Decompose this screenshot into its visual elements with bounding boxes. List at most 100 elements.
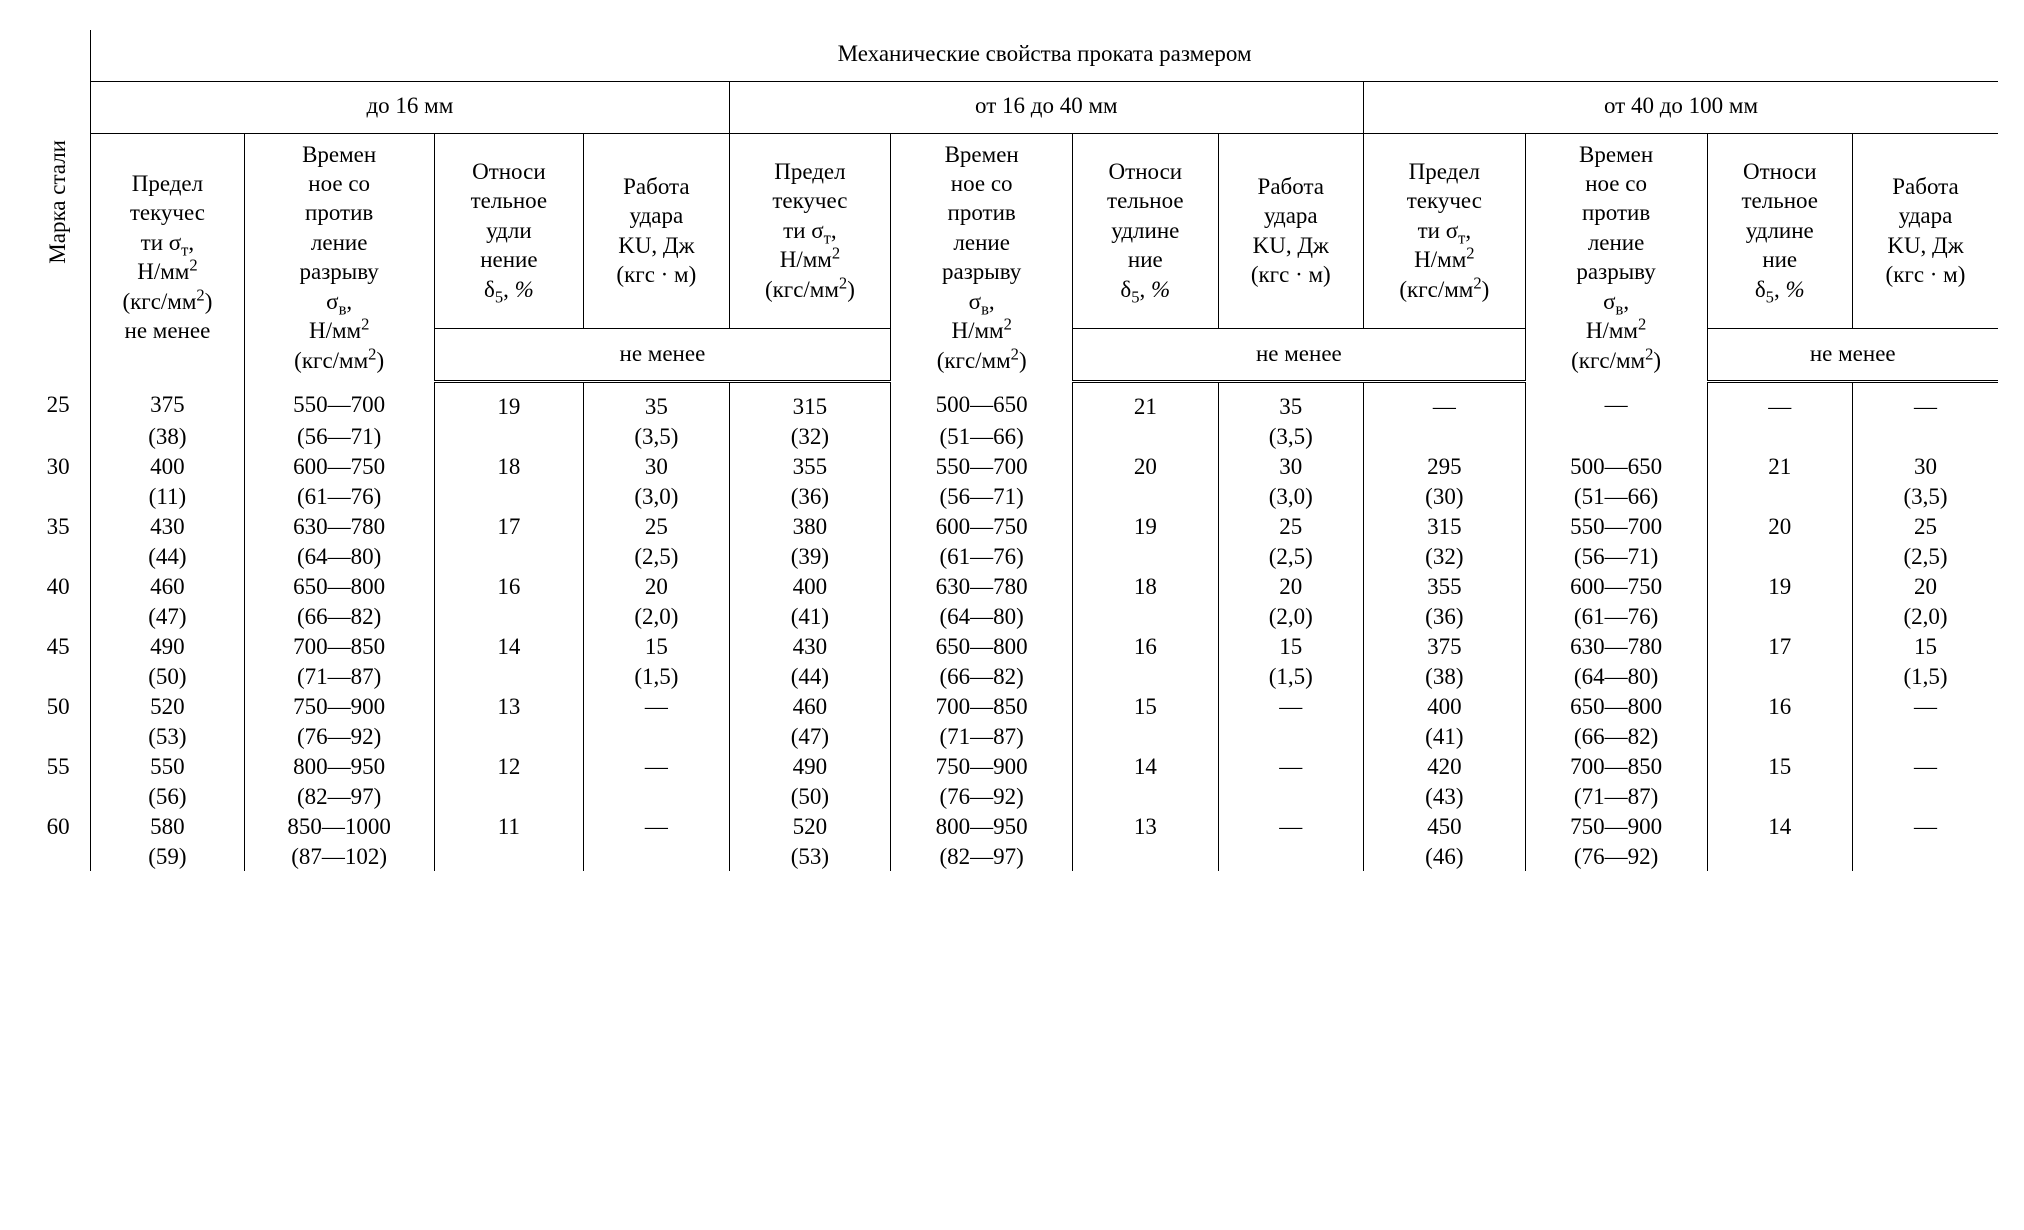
cell-b_impact-paren: (3,5): [1218, 421, 1363, 451]
cell-c_elong-paren: [1707, 661, 1852, 691]
cell-b_yield-paren: (39): [729, 541, 891, 571]
cell-c_elong-paren: [1707, 781, 1852, 811]
cell-c_elong-paren: [1707, 721, 1852, 751]
cell-b_elong: 18: [1073, 571, 1218, 601]
table-body: 25375550—7001935315500—6502135————(38)(5…: [26, 381, 1998, 871]
cell-a_yield-paren: (50): [91, 661, 245, 691]
cell-a_tensile-paren: (61—76): [244, 481, 434, 511]
cell-c_impact-paren: (2,5): [1852, 541, 1998, 571]
cell-b_impact: 20: [1218, 571, 1363, 601]
cell-c_tensile-paren: (61—76): [1525, 601, 1707, 631]
cell-c_yield-paren: (30): [1364, 481, 1526, 511]
cell-c_impact-paren: (2,0): [1852, 601, 1998, 631]
cell-b_elong: 16: [1073, 631, 1218, 661]
cell-a_impact-paren: (3,0): [584, 481, 729, 511]
table-row: 45490700—8501415430650—8001615375630—780…: [26, 631, 1998, 661]
cell-c_tensile: —: [1525, 381, 1707, 421]
cell-a_impact-paren: (1,5): [584, 661, 729, 691]
cell-c_elong-paren: [1707, 541, 1852, 571]
cell-b_yield: 490: [729, 751, 891, 781]
cell-c_elong-paren: [1707, 841, 1852, 871]
cell-b_elong-paren: [1073, 421, 1218, 451]
table-row: 50520750—90013—460700—85015—400650—80016…: [26, 691, 1998, 721]
cell-a_yield: 430: [91, 511, 245, 541]
cell-c_impact-paren: [1852, 781, 1998, 811]
cell-grade: 45: [26, 631, 91, 691]
cell-c_yield: 375: [1364, 631, 1526, 661]
table-row: (47)(66—82)(2,0)(41)(64—80)(2,0)(36)(61—…: [26, 601, 1998, 631]
cell-a_tensile-paren: (76—92): [244, 721, 434, 751]
cell-a_tensile: 800—950: [244, 751, 434, 781]
cell-c_tensile-paren: [1525, 421, 1707, 451]
cell-grade: 35: [26, 511, 91, 571]
cell-a_elong-paren: [434, 601, 584, 631]
cell-c_tensile: 550—700: [1525, 511, 1707, 541]
cell-a_elong-paren: [434, 781, 584, 811]
cell-c_yield: 420: [1364, 751, 1526, 781]
cell-b_elong: 19: [1073, 511, 1218, 541]
table-row: 25375550—7001935315500—6502135————: [26, 381, 1998, 421]
cell-b_tensile: 800—950: [891, 811, 1073, 841]
cell-c_yield: 400: [1364, 691, 1526, 721]
cell-c_impact-paren: (1,5): [1852, 661, 1998, 691]
cell-b_tensile-paren: (51—66): [891, 421, 1073, 451]
cell-c_tensile-paren: (66—82): [1525, 721, 1707, 751]
cell-b_tensile-paren: (66—82): [891, 661, 1073, 691]
cell-c_tensile: 700—850: [1525, 751, 1707, 781]
cell-b_elong-paren: [1073, 661, 1218, 691]
cell-c_tensile-paren: (64—80): [1525, 661, 1707, 691]
cell-grade: 55: [26, 751, 91, 811]
cell-grade: 40: [26, 571, 91, 631]
cell-b_tensile-paren: (71—87): [891, 721, 1073, 751]
cell-a_yield: 520: [91, 691, 245, 721]
cell-a_elong: 17: [434, 511, 584, 541]
cell-c_impact-paren: [1852, 421, 1998, 451]
cell-a_tensile: 750—900: [244, 691, 434, 721]
cell-a_impact-paren: (2,0): [584, 601, 729, 631]
cell-a_elong-paren: [434, 661, 584, 691]
cell-b_yield-paren: (41): [729, 601, 891, 631]
cell-b_elong-paren: [1073, 781, 1218, 811]
cell-b_yield-paren: (53): [729, 841, 891, 871]
cell-a_tensile: 550—700: [244, 381, 434, 421]
cell-c_impact: 15: [1852, 631, 1998, 661]
col-b-tensile: Временное сопротивлениеразрывуσв,Н/мм2(к…: [891, 133, 1073, 381]
cell-a_tensile-paren: (56—71): [244, 421, 434, 451]
cell-c_tensile: 650—800: [1525, 691, 1707, 721]
cell-c_yield: 355: [1364, 571, 1526, 601]
cell-b_yield-paren: (36): [729, 481, 891, 511]
cell-c_elong: —: [1707, 381, 1852, 421]
cell-grade: 30: [26, 451, 91, 511]
sub-note-1: не менее: [434, 328, 891, 381]
row-header-steel-grade: Марка стали: [26, 30, 91, 381]
cell-c_tensile-paren: (56—71): [1525, 541, 1707, 571]
cell-b_impact-paren: [1218, 781, 1363, 811]
cell-c_elong: 16: [1707, 691, 1852, 721]
cell-b_yield: 315: [729, 381, 891, 421]
cell-b_impact: 15: [1218, 631, 1363, 661]
cell-c_tensile: 630—780: [1525, 631, 1707, 661]
cell-b_impact-paren: (2,5): [1218, 541, 1363, 571]
cell-a_impact-paren: [584, 781, 729, 811]
cell-c_tensile: 500—650: [1525, 451, 1707, 481]
cell-a_tensile-paren: (66—82): [244, 601, 434, 631]
cell-b_tensile: 650—800: [891, 631, 1073, 661]
cell-b_tensile: 500—650: [891, 381, 1073, 421]
cell-c_yield-paren: (46): [1364, 841, 1526, 871]
cell-c_tensile: 750—900: [1525, 811, 1707, 841]
cell-a_tensile: 700—850: [244, 631, 434, 661]
table-row: 35430630—7801725380600—7501925315550—700…: [26, 511, 1998, 541]
col-c-yield: Пределтекучести σт,Н/мм2(кгс/мм2): [1364, 133, 1526, 328]
cell-a_impact: —: [584, 691, 729, 721]
cell-a_elong: 14: [434, 631, 584, 661]
cell-a_yield: 375: [91, 381, 245, 421]
cell-b_elong: 21: [1073, 381, 1218, 421]
cell-b_impact-paren: [1218, 721, 1363, 751]
cell-a_elong: 13: [434, 691, 584, 721]
cell-c_yield-paren: [1364, 421, 1526, 451]
cell-a_tensile: 850—1000: [244, 811, 434, 841]
cell-c_elong: 14: [1707, 811, 1852, 841]
cell-a_tensile-paren: (71—87): [244, 661, 434, 691]
cell-a_tensile-paren: (82—97): [244, 781, 434, 811]
cell-c_impact: 30: [1852, 451, 1998, 481]
